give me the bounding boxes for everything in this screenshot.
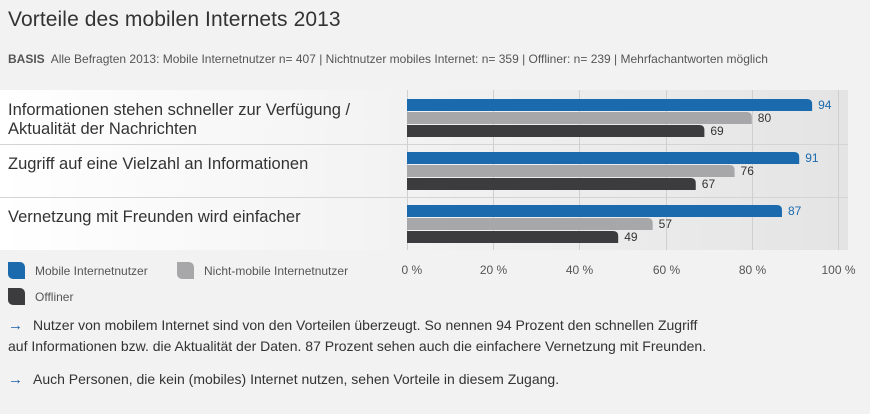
- x-tick-label: 100 %: [821, 263, 855, 277]
- basis-key: BASIS: [8, 52, 45, 66]
- bar-value-label: 67: [702, 177, 716, 191]
- note-line: auf Informationen bzw. die Aktualität de…: [8, 336, 706, 357]
- bar-value-label: 69: [710, 124, 724, 138]
- legend-label: Offliner: [35, 289, 74, 304]
- bar-value-label: 80: [758, 111, 772, 125]
- bar: [407, 152, 800, 164]
- note-text: auf Informationen bzw. die Aktualität de…: [8, 338, 707, 354]
- bar: [407, 165, 735, 177]
- bar: [407, 125, 705, 137]
- chart-title: Vorteile des mobilen Internets 2013: [8, 8, 341, 31]
- legend-swatch: [8, 288, 25, 305]
- note-line: → Nutzer von mobilem Internet sind von de…: [8, 315, 706, 336]
- bar-value-label: 49: [624, 230, 638, 244]
- x-tick-label: 0 %: [402, 263, 423, 277]
- x-tick-label: 40 %: [566, 263, 594, 277]
- bar: [407, 112, 752, 124]
- basis-text: Alle Befragten 2013: Mobile Internetnutz…: [50, 52, 768, 66]
- bar: [407, 178, 696, 190]
- x-tick-label: 60 %: [653, 263, 681, 277]
- legend-item: Nicht-mobile Internetnutzer: [177, 262, 348, 279]
- bar-value-label: 87: [788, 204, 802, 218]
- bar: [407, 231, 619, 243]
- legend-item: Mobile Internetnutzer: [8, 262, 148, 279]
- bar: [407, 205, 782, 217]
- note-paragraph: → Auch Personen, die kein (mobiles) Inter…: [8, 369, 559, 390]
- x-tick-label: 20 %: [480, 263, 508, 277]
- bar-value-label: 57: [659, 217, 673, 231]
- note-text: Nutzer von mobilem Internet sind von den…: [33, 317, 698, 333]
- note-text: Auch Personen, die kein (mobiles) Intern…: [33, 371, 560, 387]
- legend-label: Mobile Internetnutzer: [35, 263, 148, 278]
- basis-line: BASIS Alle Befragten 2013: Mobile Interne…: [8, 52, 768, 66]
- category-label-line: Informationen stehen schneller zur Verfü…: [8, 101, 351, 119]
- legend-swatch: [8, 262, 25, 279]
- bar-value-label: 91: [805, 151, 819, 165]
- category-label: Informationen stehen schneller zur Verfü…: [8, 101, 350, 139]
- category-label-line: Vernetzung mit Freunden wird einfacher: [8, 208, 301, 226]
- bar: [407, 99, 813, 111]
- arrow-right-icon: →: [8, 317, 23, 334]
- bar-value-label: 94: [818, 98, 832, 112]
- arrow-right-icon: →: [8, 371, 23, 388]
- legend-swatch: [177, 262, 194, 279]
- x-tick-label: 80 %: [739, 263, 767, 277]
- bar-value-label: 76: [741, 164, 755, 178]
- category-label-line: Aktualität der Nachrichten: [8, 120, 197, 138]
- category-label: Vernetzung mit Freunden wird einfacher: [8, 208, 301, 227]
- category-label-line: Zugriff auf eine Vielzahl an Information…: [8, 155, 309, 173]
- category-label: Zugriff auf eine Vielzahl an Information…: [8, 155, 308, 174]
- legend-item: Offliner: [8, 288, 73, 305]
- note-line: → Auch Personen, die kein (mobiles) Inter…: [8, 369, 559, 390]
- legend-label: Nicht-mobile Internetnutzer: [204, 263, 349, 278]
- bar: [407, 218, 653, 230]
- note-paragraph: → Nutzer von mobilem Internet sind von de…: [8, 315, 706, 357]
